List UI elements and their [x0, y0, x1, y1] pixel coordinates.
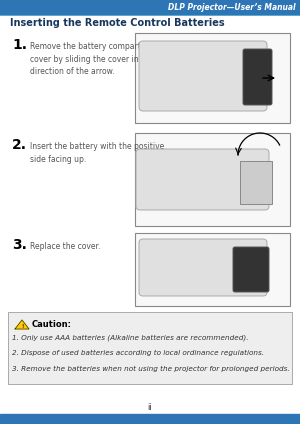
Text: ii: ii: [148, 404, 152, 413]
FancyBboxPatch shape: [243, 49, 272, 105]
Bar: [0, 0, 300, 14]
Text: Caution:: Caution:: [32, 320, 72, 329]
Text: Remove the battery compartment
cover by sliding the cover in the
direction of th: Remove the battery compartment cover by …: [30, 42, 161, 76]
Text: Inserting the Remote Control Batteries: Inserting the Remote Control Batteries: [10, 18, 225, 28]
Text: 2.: 2.: [12, 138, 27, 152]
Polygon shape: [15, 320, 29, 329]
FancyBboxPatch shape: [139, 41, 267, 111]
FancyBboxPatch shape: [233, 247, 269, 292]
Text: 1.: 1.: [12, 38, 27, 52]
Bar: [135, 133, 290, 226]
Bar: [135, 33, 290, 123]
Text: 3. Remove the batteries when not using the projector for prolonged periods.: 3. Remove the batteries when not using t…: [12, 366, 290, 372]
Text: 1. Only use AAA batteries (Alkaline batteries are recommended).: 1. Only use AAA batteries (Alkaline batt…: [12, 334, 248, 340]
Text: Replace the cover.: Replace the cover.: [30, 242, 100, 251]
Text: DLP Projector—User’s Manual: DLP Projector—User’s Manual: [168, 3, 296, 11]
Text: Insert the battery with the positive
side facing up.: Insert the battery with the positive sid…: [30, 142, 164, 164]
FancyBboxPatch shape: [8, 312, 292, 384]
Bar: [0, 414, 300, 424]
Bar: [240, 161, 272, 204]
FancyBboxPatch shape: [136, 149, 269, 210]
Text: !: !: [21, 324, 23, 329]
Text: 3.: 3.: [12, 238, 27, 252]
Bar: [135, 233, 290, 306]
FancyBboxPatch shape: [139, 239, 267, 296]
Text: 2. Dispose of used batteries according to local ordinance regulations.: 2. Dispose of used batteries according t…: [12, 350, 264, 356]
